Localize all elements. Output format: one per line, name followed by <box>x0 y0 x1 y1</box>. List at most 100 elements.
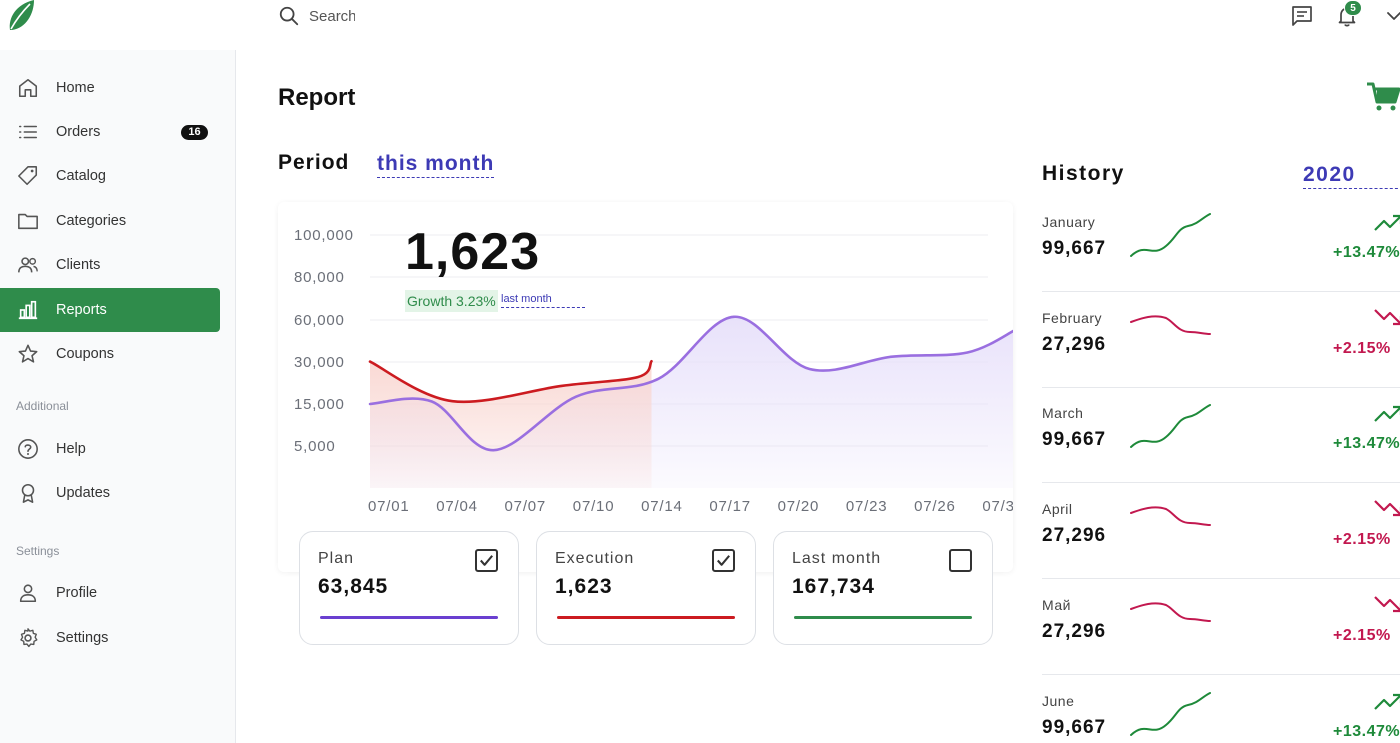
history-change: +13.47% <box>1333 723 1400 740</box>
total-value: 1,623 <box>405 223 541 281</box>
metric-color-bar <box>557 616 735 619</box>
history-month: March <box>1042 405 1084 421</box>
metric-label: Last month <box>792 550 882 567</box>
chevron-down-icon[interactable] <box>1384 4 1400 28</box>
sparkline <box>1130 213 1211 257</box>
history-month: April <box>1042 501 1073 517</box>
metric-value: 167,734 <box>792 575 875 598</box>
history-row[interactable]: February 27,296 +2.15% <box>1042 292 1400 388</box>
series-line <box>368 315 1013 452</box>
page-title: Report <box>278 84 356 111</box>
history-year-dropdown[interactable]: 2020 <box>1303 162 1400 189</box>
sidebar-item-label: Reports <box>56 302 107 318</box>
y-tick-label: 80,000 <box>294 269 345 286</box>
sidebar-item-categories[interactable]: Categories <box>0 199 220 243</box>
sidebar-item-catalog[interactable]: Catalog <box>0 154 220 198</box>
x-tick-label: 07/20 <box>778 498 820 515</box>
period-label: Period <box>278 151 350 174</box>
sidebar-item-clients[interactable]: Clients <box>0 243 220 287</box>
history-value: 99,667 <box>1042 717 1107 738</box>
checkmark-icon <box>480 555 493 566</box>
metric-checkbox[interactable] <box>712 549 735 572</box>
metric-value: 1,623 <box>555 575 613 598</box>
x-tick-label: 07/10 <box>573 498 615 515</box>
metric-checkbox[interactable] <box>949 549 972 572</box>
sidebar-item-label: Categories <box>56 213 127 229</box>
trend-up-icon <box>1374 693 1400 710</box>
gear-icon <box>20 628 38 648</box>
x-tick-label: 07/14 <box>641 498 683 515</box>
chart-card: 100,000 80,000 60,000 30,000 15,000 5,000 07/0… <box>278 202 1013 572</box>
orders-count-badge: 16 <box>181 125 208 140</box>
metric-value: 63,845 <box>318 575 389 598</box>
sidebar-item-updates[interactable]: Updates <box>0 471 220 515</box>
metric-card-last-month[interactable]: Last month 167,734 <box>773 531 993 645</box>
sidebar-item-label: Orders <box>56 124 101 140</box>
search-icon[interactable] <box>278 5 300 27</box>
growth-reference-link[interactable]: last month <box>501 292 585 308</box>
x-tick-label: 07/23 <box>846 498 888 515</box>
period-dropdown[interactable]: this month <box>377 151 495 178</box>
checkmark-icon <box>717 555 730 566</box>
sidebar-item-orders[interactable]: Orders 16 <box>0 110 220 154</box>
history-row[interactable]: March 99,667 +13.47% <box>1042 387 1400 483</box>
x-tick-label: 07/30 <box>982 498 1013 515</box>
x-tick-label: 07/07 <box>505 498 547 515</box>
y-tick-label: 100,000 <box>294 227 354 244</box>
y-tick-label: 60,000 <box>294 312 345 329</box>
y-tick-label: 30,000 <box>294 354 345 371</box>
sidebar-item-settings[interactable]: Settings <box>0 616 220 660</box>
sparkline <box>1130 692 1211 736</box>
sidebar-item-label: Profile <box>56 585 98 601</box>
leaf-logo-icon[interactable] <box>4 0 36 32</box>
sidebar-item-home[interactable]: Home <box>0 66 220 110</box>
award-icon <box>21 483 35 503</box>
history-month: Май <box>1042 597 1071 613</box>
sidebar: Home Orders 16 Catalog Categories Client… <box>0 50 236 743</box>
trend-up-icon <box>1374 214 1400 231</box>
sparkline <box>1130 315 1211 335</box>
history-change: +2.15% <box>1333 627 1391 644</box>
home-icon <box>18 78 38 98</box>
search-bar <box>278 4 355 28</box>
report-area-chart: 100,000 80,000 60,000 30,000 15,000 5,000 07/0… <box>294 227 1013 515</box>
metric-card-plan[interactable]: Plan 63,845 <box>299 531 519 645</box>
user-icon <box>19 584 37 603</box>
section-label-additional: Additional <box>16 399 69 413</box>
tag-icon <box>18 166 38 186</box>
chat-icon[interactable] <box>1290 4 1314 28</box>
sidebar-item-reports[interactable]: Reports <box>0 288 220 332</box>
series-line <box>368 359 653 404</box>
history-row[interactable]: Май 27,296 +2.15% <box>1042 579 1400 675</box>
metric-card-execution[interactable]: Execution 1,623 <box>536 531 756 645</box>
folder-icon <box>18 213 38 230</box>
history-value: 27,296 <box>1042 621 1107 642</box>
top-bar: 5 <box>0 0 1400 50</box>
y-tick-label: 15,000 <box>294 396 345 413</box>
search-input[interactable] <box>309 7 355 25</box>
sidebar-item-profile[interactable]: Profile <box>0 571 220 615</box>
trend-down-icon <box>1374 500 1400 517</box>
series-area <box>370 361 652 488</box>
sidebar-item-label: Clients <box>56 257 101 273</box>
sidebar-item-label: Updates <box>56 485 111 501</box>
star-icon <box>18 344 38 363</box>
metric-label: Plan <box>318 550 355 567</box>
sidebar-item-help[interactable]: Help <box>0 427 220 471</box>
sparkline <box>1130 602 1211 622</box>
sidebar-item-label: Catalog <box>56 168 106 184</box>
history-row[interactable]: June 99,667 +13.47% <box>1042 675 1400 743</box>
metric-checkbox[interactable] <box>475 549 498 572</box>
cart-icon[interactable] <box>1366 80 1400 114</box>
sidebar-item-coupons[interactable]: Coupons <box>0 332 220 376</box>
history-row[interactable]: January 99,667 +13.47% <box>1042 196 1400 292</box>
y-tick-label: 5,000 <box>294 438 336 455</box>
notification-badge: 5 <box>1344 0 1362 16</box>
metric-color-bar <box>320 616 498 619</box>
history-row[interactable]: April 27,296 +2.15% <box>1042 483 1400 579</box>
section-label-settings: Settings <box>16 544 60 558</box>
help-icon <box>18 439 38 459</box>
sidebar-item-label: Help <box>56 441 86 457</box>
x-tick-label: 07/17 <box>709 498 751 515</box>
x-tick-label: 07/26 <box>914 498 956 515</box>
